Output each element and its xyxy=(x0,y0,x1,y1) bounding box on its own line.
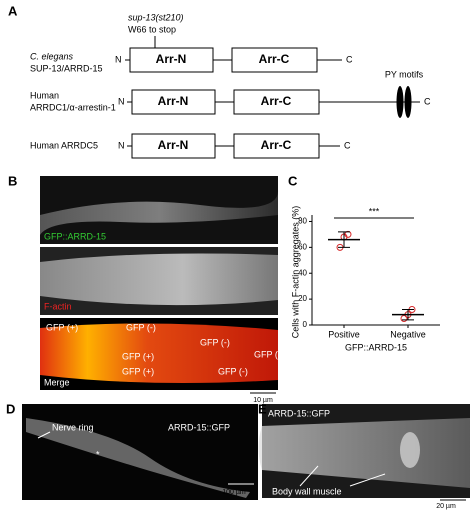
mutation: sup-13(st210) xyxy=(128,12,184,22)
annotation: Nerve ring xyxy=(52,422,94,432)
panel-label: D xyxy=(6,401,15,416)
panel-label: C xyxy=(288,173,298,188)
c-terminus: C xyxy=(346,54,353,64)
domain: Arr-N xyxy=(156,52,187,66)
pointer xyxy=(299,465,319,487)
cell-label: GFP (+) xyxy=(122,351,154,361)
significance: *** xyxy=(369,206,380,216)
cell-image xyxy=(40,190,279,235)
scale-label: 10 µm xyxy=(253,397,273,404)
domain-box xyxy=(129,47,214,73)
channel-label: Merge xyxy=(44,377,70,387)
domain-box xyxy=(233,89,320,115)
domain: Arr-N xyxy=(158,138,189,152)
domain: Arr-C xyxy=(259,52,290,66)
y-tick-label: 60 xyxy=(298,242,307,251)
muscle-image xyxy=(258,418,470,488)
domain: Arr-N xyxy=(158,94,189,108)
protein: Human ARRDC5 xyxy=(30,140,98,150)
domain: Arr-C xyxy=(261,94,292,108)
marker: * xyxy=(96,449,100,459)
cell-label: GFP (+) xyxy=(46,322,78,332)
cell-label: GFP (-) xyxy=(126,322,156,332)
n-terminus: N xyxy=(118,96,125,106)
n-terminus: N xyxy=(118,140,125,150)
cell-image xyxy=(40,253,278,306)
cell-label: GFP (-) xyxy=(254,349,284,359)
x-tick-label: Negative xyxy=(390,329,426,339)
y-tick-label: 20 xyxy=(298,294,307,303)
motif-label: PY motifs xyxy=(385,69,424,79)
scale-label: 100 µm xyxy=(222,489,246,496)
cell-label: GFP (+) xyxy=(122,366,154,376)
py-motif xyxy=(404,86,412,118)
panel-label: A xyxy=(8,3,18,18)
species: C. elegans xyxy=(30,51,74,61)
x-tick-label: Positive xyxy=(328,329,360,339)
protein: SUP-13/ARRD-15 xyxy=(30,63,103,73)
y-axis-label: Cells with F-actin aggregates (%) xyxy=(290,206,300,339)
reporter-label: ARRD-15::GFP xyxy=(168,422,230,432)
protein: ARRDC1/α-arrestin-1 xyxy=(30,102,116,112)
n-terminus: N xyxy=(115,54,122,64)
cell-label: GFP (-) xyxy=(218,366,248,376)
c-terminus: C xyxy=(424,96,431,106)
reporter-label: ARRD-15::GFP xyxy=(268,408,330,418)
y-tick-label: 80 xyxy=(298,217,307,226)
y-tick-label: 40 xyxy=(298,268,307,277)
mutation-note: W66 to stop xyxy=(128,24,176,34)
domain-box xyxy=(131,133,216,159)
panel-label: B xyxy=(8,173,17,188)
nucleus-image xyxy=(400,432,420,468)
channel-label: GFP::ARRD-15 xyxy=(44,231,106,241)
py-motif xyxy=(396,86,404,118)
c-terminus: C xyxy=(344,140,351,150)
data-point xyxy=(400,315,408,323)
error-bar xyxy=(338,231,350,248)
pointer xyxy=(37,431,51,439)
y-tick-label: 0 xyxy=(303,320,308,329)
domain-box xyxy=(233,133,320,159)
channel-label: F-actin xyxy=(44,301,72,311)
cell-image xyxy=(40,323,278,384)
domain-box xyxy=(231,47,318,73)
plot: 0 20 40 60 80 Positive Negative xyxy=(298,215,440,339)
x-axis-label: GFP::ARRD-15 xyxy=(345,342,407,352)
pointer xyxy=(349,473,386,487)
domain-box xyxy=(131,89,216,115)
cell-label: GFP (-) xyxy=(200,337,230,347)
scale-label: 20 µm xyxy=(436,503,456,510)
annotation: Body wall muscle xyxy=(272,486,342,496)
species: Human xyxy=(30,90,59,100)
domain: Arr-C xyxy=(261,138,292,152)
error-bar xyxy=(402,308,414,321)
worm-image xyxy=(26,418,250,498)
panel-label: E xyxy=(258,401,267,416)
